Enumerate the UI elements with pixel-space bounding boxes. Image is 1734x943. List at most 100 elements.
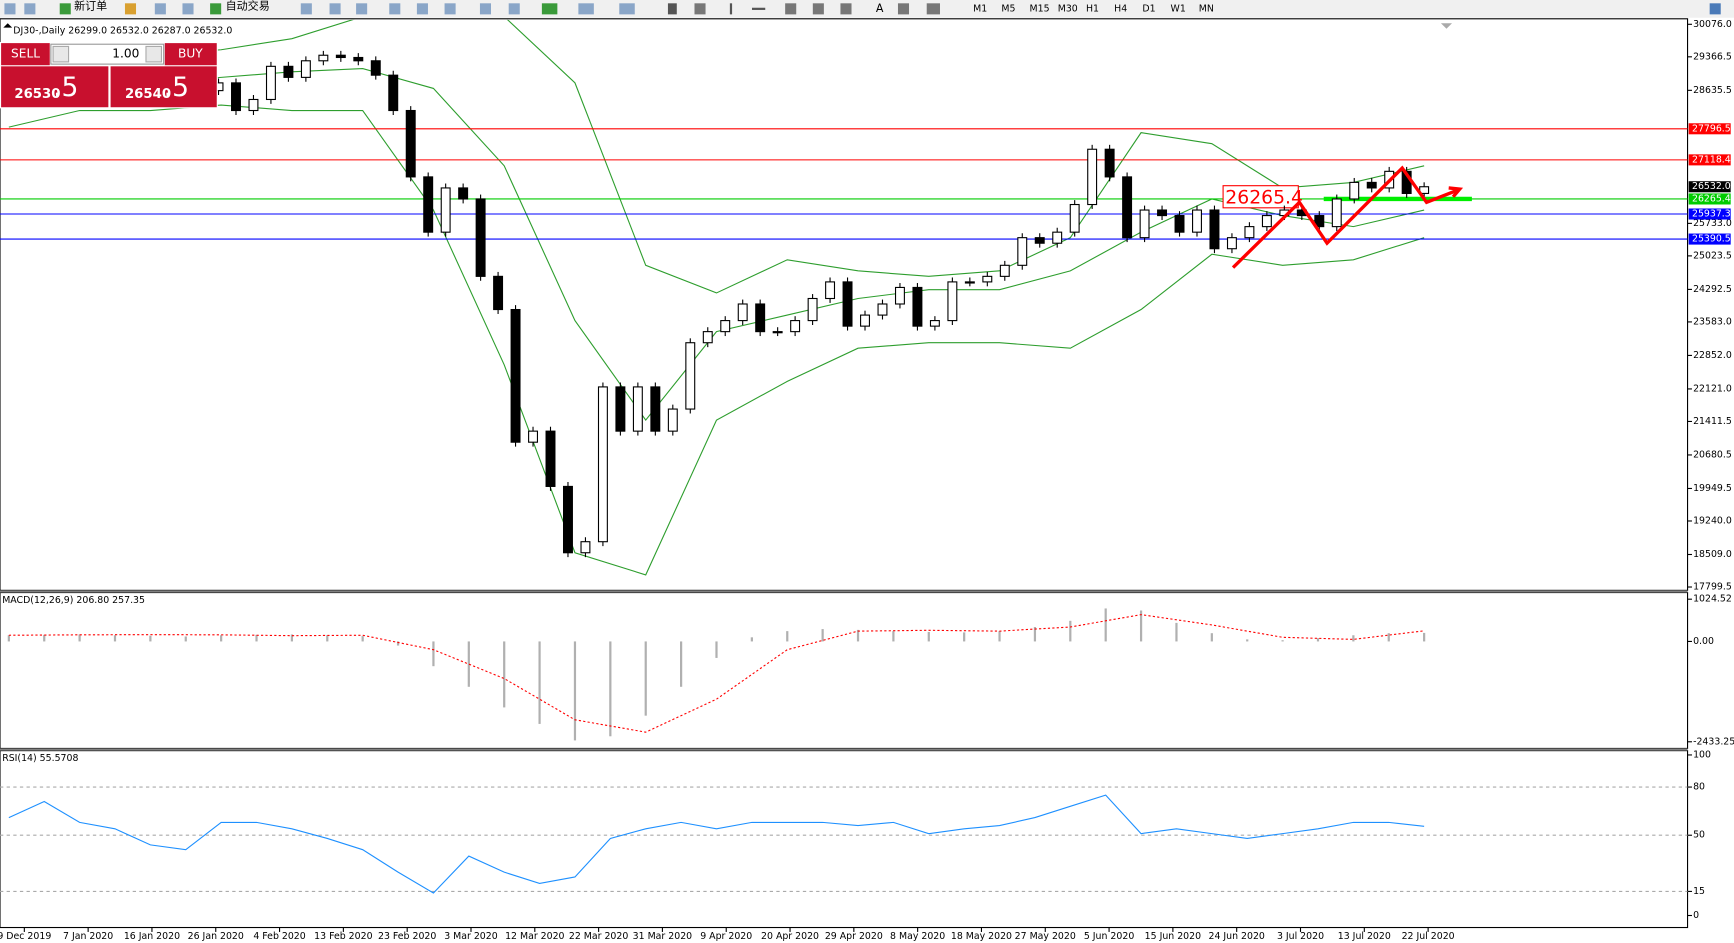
level-label: 27118.4: [1692, 154, 1731, 165]
x-tick-label: 9 Dec 2019: [0, 931, 51, 942]
timeframe-button[interactable]: H4: [1114, 3, 1127, 14]
icon[interactable]: [444, 3, 456, 15]
new-order-icon[interactable]: [59, 3, 71, 15]
candle: [1226, 237, 1237, 250]
macd-panel: [0, 592, 1689, 749]
macd-bar: [609, 641, 612, 737]
icon[interactable]: [508, 3, 520, 15]
candle: [493, 275, 504, 311]
auto-trading-icon[interactable]: [210, 3, 222, 15]
icon[interactable]: [300, 3, 312, 15]
splitter[interactable]: [0, 590, 1688, 593]
crosshair[interactable]: [694, 3, 706, 15]
lots-value[interactable]: 1.00: [112, 47, 139, 61]
ask-main[interactable]: 26540: [125, 87, 171, 102]
templates[interactable]: [619, 3, 635, 15]
icon[interactable]: [479, 3, 492, 15]
y-tick-label: 22852.0: [1693, 350, 1732, 361]
y-tick-label: 1024.52: [1693, 594, 1732, 605]
y-tick-label: -2433.25: [1693, 736, 1734, 747]
channel[interactable]: [812, 3, 824, 15]
candle: [842, 281, 853, 327]
annotation-box: [1222, 185, 1299, 209]
vline[interactable]: [729, 3, 733, 15]
lots-input[interactable]: [50, 43, 165, 65]
auto-trading-label[interactable]: 自动交易: [226, 0, 270, 13]
y-tick-label: 25733.0: [1693, 218, 1732, 229]
macd-bar: [715, 641, 718, 658]
macd-plot: [7, 608, 1426, 741]
sell-label[interactable]: SELL: [11, 47, 40, 61]
toolbar: [0, 0, 1734, 18]
zoom-out[interactable]: [416, 3, 428, 15]
icon[interactable]: [356, 3, 368, 15]
timeframe-button[interactable]: M15: [1030, 3, 1050, 14]
candle: [510, 308, 521, 443]
bollinger-lower: [8, 104, 1425, 576]
candle: [405, 109, 416, 178]
candle: [877, 303, 888, 316]
candle: [720, 320, 731, 333]
level-label: 25937.3: [1692, 209, 1731, 220]
buy-label[interactable]: BUY: [178, 47, 203, 61]
bollinger-middle: [8, 67, 1425, 422]
trendline[interactable]: [785, 3, 797, 15]
text-label[interactable]: [897, 3, 910, 15]
arrows[interactable]: [926, 3, 940, 15]
candle: [1122, 176, 1133, 239]
icon[interactable]: [4, 3, 16, 15]
macd-bar: [1387, 633, 1390, 642]
candle: [1104, 148, 1115, 178]
icon[interactable]: [329, 3, 341, 15]
timeframe-button[interactable]: M5: [1001, 3, 1015, 14]
x-tick-label: 4 Feb 2020: [253, 931, 305, 942]
buy-button[interactable]: [164, 43, 217, 66]
candle: [982, 275, 993, 283]
timeframe-button[interactable]: D1: [1142, 3, 1155, 14]
sell-button[interactable]: [1, 43, 50, 66]
ask-box[interactable]: [110, 66, 217, 108]
bid-box[interactable]: [1, 66, 109, 108]
macd-bar: [220, 635, 223, 642]
timeframe-button[interactable]: M30: [1058, 3, 1078, 14]
y-tick-label: 18509.0: [1693, 549, 1732, 560]
y-tick-label: 19240.0: [1693, 515, 1732, 526]
price-plot: 26265.4: [0, 19, 1688, 576]
timeframe-button[interactable]: M1: [973, 3, 987, 14]
macd-bar: [1033, 627, 1037, 642]
indicators[interactable]: [541, 3, 558, 15]
y-tick-label: 20680.5: [1693, 449, 1732, 460]
splitter[interactable]: [0, 748, 1688, 751]
search[interactable]: [1709, 3, 1721, 15]
candle: [265, 65, 276, 101]
timeframe-button[interactable]: MN: [1199, 3, 1214, 14]
lots-up[interactable]: [145, 45, 163, 63]
fibo[interactable]: [840, 3, 852, 15]
lots-down[interactable]: [52, 45, 70, 63]
timeframe-button[interactable]: H1: [1086, 3, 1099, 14]
y-tick-label: 28635.5: [1693, 85, 1732, 96]
bid-frac[interactable]: .5: [53, 72, 78, 103]
candle: [370, 60, 381, 76]
icon[interactable]: [182, 3, 194, 15]
level-label: 25390.5: [1692, 234, 1731, 245]
icon[interactable]: [124, 3, 137, 15]
macd-bar: [432, 641, 435, 667]
candle: [912, 286, 923, 327]
timeframe-button[interactable]: W1: [1171, 3, 1186, 14]
candle: [440, 187, 451, 233]
ask-frac[interactable]: .5: [164, 72, 189, 103]
candle: [615, 386, 626, 432]
icon[interactable]: [24, 3, 36, 15]
collapse-arrow[interactable]: [3, 23, 13, 28]
icon[interactable]: [154, 3, 166, 15]
cursor[interactable]: [667, 3, 677, 15]
zoom-in[interactable]: [389, 3, 401, 15]
hline[interactable]: [751, 7, 766, 10]
periods[interactable]: [578, 3, 594, 15]
y-tick-label: 50: [1693, 830, 1705, 841]
new-order-label[interactable]: 新订单: [74, 0, 107, 13]
bid-main[interactable]: 26530: [14, 87, 60, 102]
text-tool[interactable]: A: [876, 2, 884, 15]
macd-bar: [503, 641, 506, 708]
